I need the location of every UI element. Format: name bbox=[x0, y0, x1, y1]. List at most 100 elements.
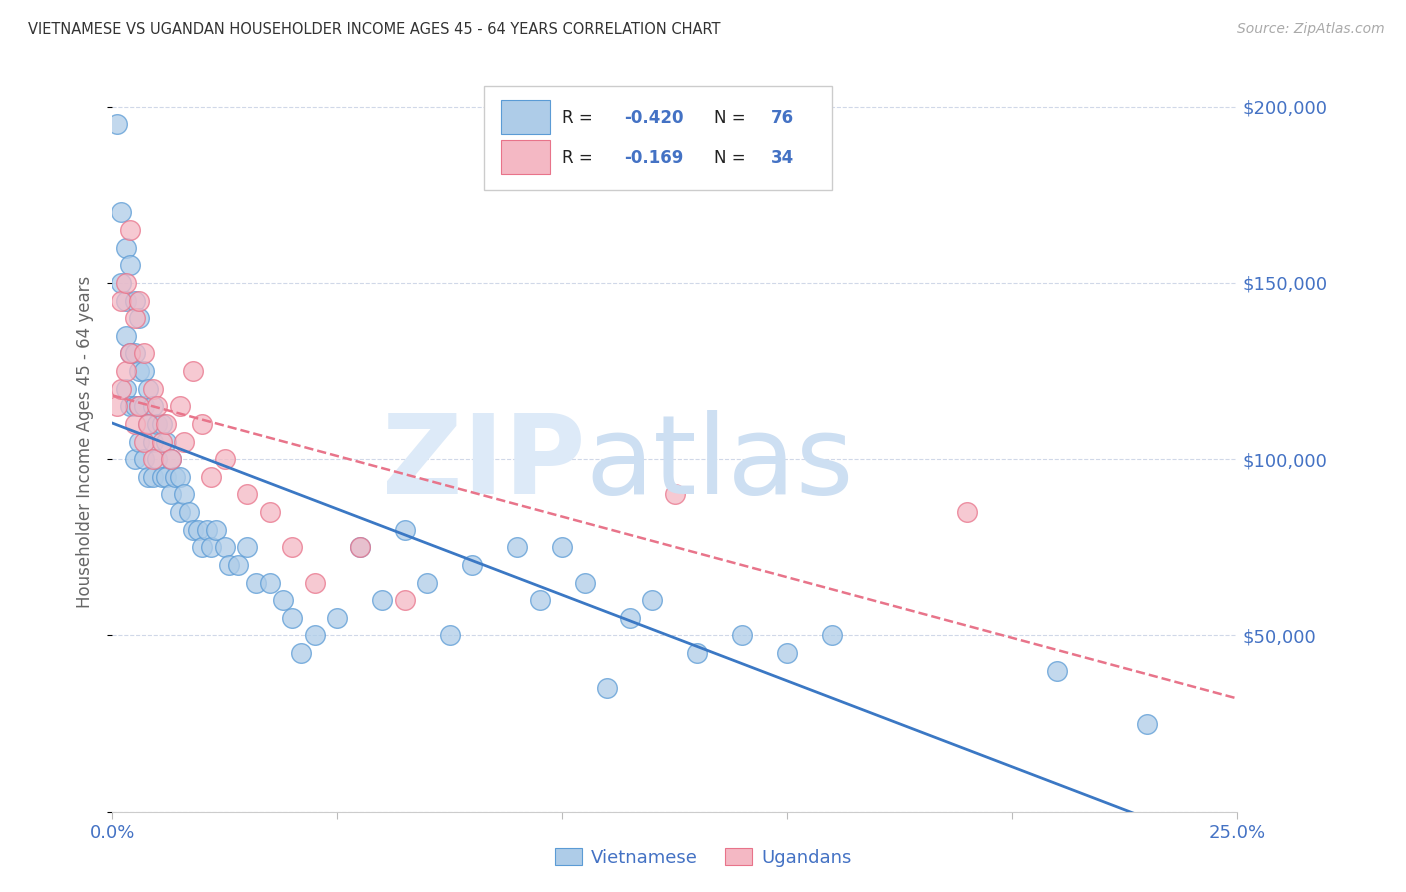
Point bbox=[551, 541, 574, 555]
Text: N =: N = bbox=[714, 149, 751, 167]
Point bbox=[142, 452, 165, 467]
Point bbox=[187, 523, 209, 537]
Point bbox=[173, 434, 195, 449]
Text: 76: 76 bbox=[770, 109, 793, 127]
Text: ZIP: ZIP bbox=[381, 410, 585, 517]
Point bbox=[574, 575, 596, 590]
Point bbox=[138, 470, 160, 484]
Point bbox=[169, 470, 191, 484]
Text: Source: ZipAtlas.com: Source: ZipAtlas.com bbox=[1237, 22, 1385, 37]
Y-axis label: Householder Income Ages 45 - 64 years: Householder Income Ages 45 - 64 years bbox=[76, 276, 94, 607]
Point bbox=[461, 558, 484, 572]
Point bbox=[259, 505, 281, 519]
Point bbox=[120, 346, 142, 360]
FancyBboxPatch shape bbox=[501, 140, 550, 174]
Point bbox=[394, 523, 416, 537]
Point bbox=[160, 452, 183, 467]
FancyBboxPatch shape bbox=[501, 100, 550, 135]
Point bbox=[110, 293, 132, 308]
Point bbox=[200, 470, 222, 484]
Text: VIETNAMESE VS UGANDAN HOUSEHOLDER INCOME AGES 45 - 64 YEARS CORRELATION CHART: VIETNAMESE VS UGANDAN HOUSEHOLDER INCOME… bbox=[28, 22, 721, 37]
Point bbox=[160, 487, 183, 501]
Text: -0.169: -0.169 bbox=[624, 149, 683, 167]
Legend: Vietnamese, Ugandans: Vietnamese, Ugandans bbox=[547, 841, 859, 874]
Text: -0.420: -0.420 bbox=[624, 109, 683, 127]
Point bbox=[165, 470, 187, 484]
Point bbox=[128, 311, 150, 326]
Point bbox=[124, 399, 146, 413]
Point bbox=[128, 399, 150, 413]
Point bbox=[191, 417, 214, 431]
Point bbox=[245, 575, 267, 590]
Point bbox=[120, 399, 142, 413]
Point bbox=[138, 382, 160, 396]
Text: R =: R = bbox=[562, 149, 599, 167]
Point bbox=[150, 417, 173, 431]
Point bbox=[304, 575, 326, 590]
Point bbox=[1046, 664, 1069, 678]
Text: 34: 34 bbox=[770, 149, 794, 167]
Point bbox=[169, 505, 191, 519]
Point bbox=[169, 399, 191, 413]
Point bbox=[273, 593, 295, 607]
Point bbox=[173, 487, 195, 501]
Point bbox=[200, 541, 222, 555]
Point bbox=[132, 434, 155, 449]
Point bbox=[110, 205, 132, 219]
Point bbox=[183, 364, 205, 378]
Point bbox=[214, 541, 236, 555]
Point bbox=[281, 611, 304, 625]
Point bbox=[110, 276, 132, 290]
Point bbox=[214, 452, 236, 467]
Point bbox=[124, 452, 146, 467]
Point bbox=[281, 541, 304, 555]
Point bbox=[105, 117, 128, 131]
Point bbox=[394, 593, 416, 607]
Point bbox=[326, 611, 349, 625]
Point bbox=[191, 541, 214, 555]
Point bbox=[1136, 716, 1159, 731]
Point bbox=[124, 417, 146, 431]
Point bbox=[155, 434, 177, 449]
Point bbox=[115, 293, 138, 308]
Point bbox=[228, 558, 250, 572]
Point bbox=[290, 646, 312, 660]
Point bbox=[416, 575, 439, 590]
Point bbox=[128, 293, 150, 308]
Point bbox=[177, 505, 200, 519]
Point bbox=[821, 628, 844, 642]
Point bbox=[132, 399, 155, 413]
Point bbox=[731, 628, 754, 642]
Point bbox=[349, 541, 371, 555]
Point bbox=[619, 611, 641, 625]
Point bbox=[115, 276, 138, 290]
Point bbox=[304, 628, 326, 642]
Point bbox=[183, 523, 205, 537]
Point bbox=[142, 399, 165, 413]
Point bbox=[150, 434, 173, 449]
Point bbox=[218, 558, 240, 572]
Point bbox=[236, 541, 259, 555]
Point bbox=[120, 258, 142, 272]
Point bbox=[641, 593, 664, 607]
Point bbox=[596, 681, 619, 696]
Point bbox=[105, 399, 128, 413]
Point bbox=[155, 417, 177, 431]
Text: R =: R = bbox=[562, 109, 599, 127]
Point bbox=[371, 593, 394, 607]
Point bbox=[110, 382, 132, 396]
Point bbox=[128, 399, 150, 413]
Point bbox=[115, 241, 138, 255]
Point bbox=[120, 346, 142, 360]
Point bbox=[120, 223, 142, 237]
Point bbox=[956, 505, 979, 519]
Point bbox=[138, 417, 160, 431]
Point bbox=[124, 311, 146, 326]
Point bbox=[146, 399, 169, 413]
Point bbox=[115, 382, 138, 396]
Point bbox=[150, 470, 173, 484]
Point bbox=[142, 470, 165, 484]
Point bbox=[128, 434, 150, 449]
Point bbox=[138, 417, 160, 431]
Point bbox=[132, 364, 155, 378]
